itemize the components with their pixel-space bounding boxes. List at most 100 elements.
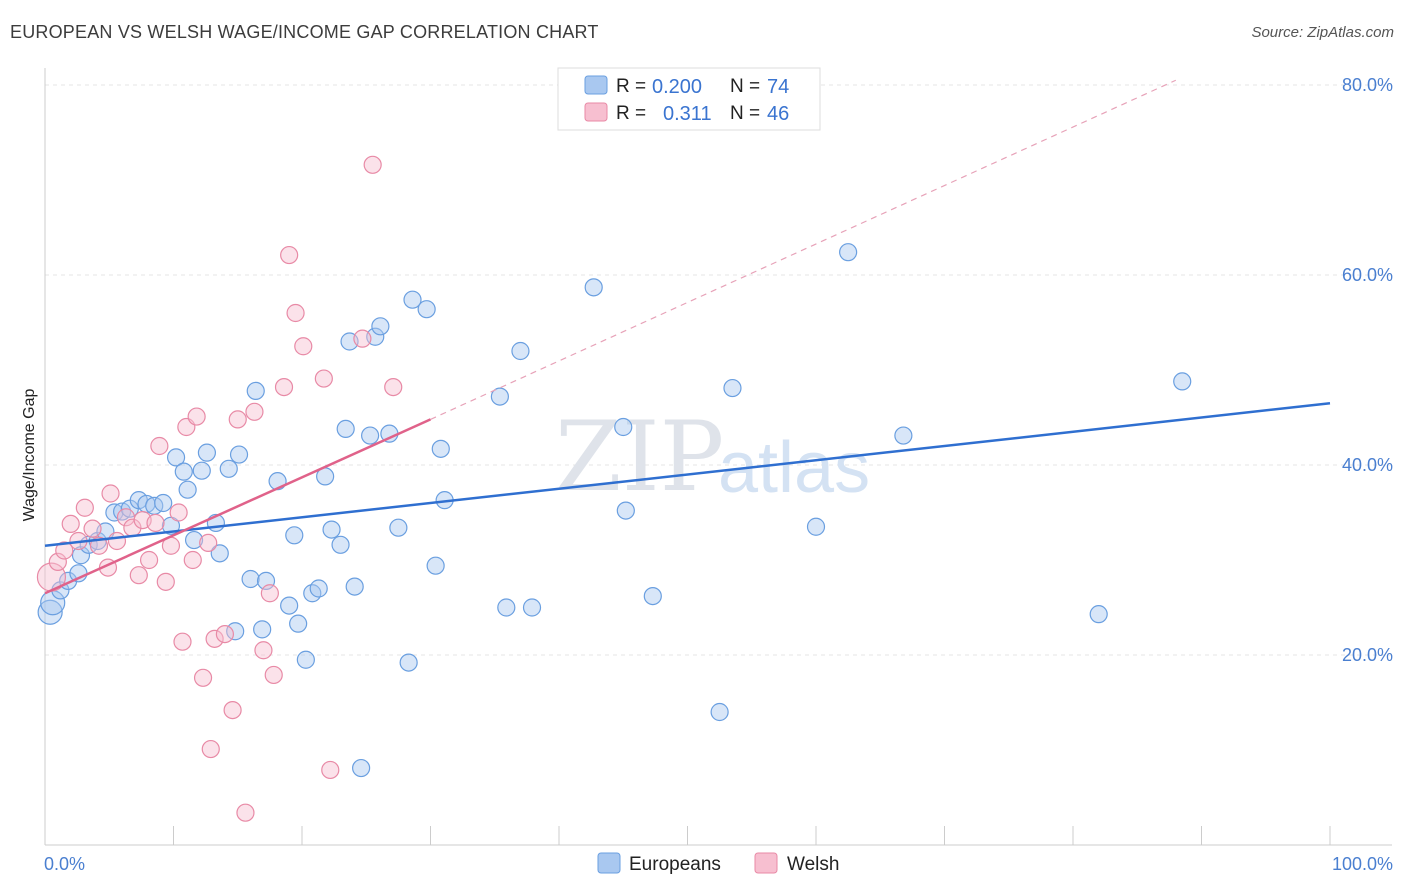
welsh-point	[169, 503, 188, 522]
europeans-point	[184, 530, 204, 550]
welsh-point	[150, 436, 169, 456]
legend-swatch-welsh	[754, 852, 778, 874]
legend-swatch-europeans	[597, 852, 621, 874]
welsh-point	[223, 700, 242, 720]
watermark: ZIP atlas	[555, 401, 870, 513]
y-tick-label: 60.0%	[1342, 265, 1393, 285]
europeans-point	[246, 381, 265, 400]
axes	[44, 68, 1392, 846]
welsh-point	[61, 514, 80, 534]
europeans-point	[226, 622, 245, 641]
europeans-point	[426, 556, 445, 575]
welsh-point	[215, 624, 234, 644]
welsh-point	[314, 369, 333, 388]
welsh-point	[89, 536, 109, 555]
europeans-trend-line	[44, 402, 1331, 547]
welsh-point	[274, 378, 294, 397]
legend-swatch-europeans	[584, 75, 608, 95]
welsh-point	[173, 632, 192, 651]
x-tick-label: 0.0%	[44, 854, 85, 874]
welsh-point	[228, 410, 247, 429]
chart-title: EUROPEAN VS WELSH WAGE/INCOME GAP CORREL…	[10, 22, 599, 42]
welsh-point	[193, 668, 213, 687]
y-tick-label: 80.0%	[1342, 75, 1393, 95]
welsh-point	[187, 407, 206, 426]
welsh-point	[183, 550, 202, 570]
welsh-point	[353, 329, 372, 348]
europeans-point	[241, 569, 260, 589]
welsh-point	[107, 531, 127, 551]
welsh-point	[280, 245, 299, 265]
europeans-point	[192, 461, 211, 480]
legend-r-value: 0.311	[663, 103, 712, 125]
europeans-point	[1173, 372, 1192, 391]
chart-source: Source: ZipAtlas.com	[1251, 24, 1394, 41]
europeans-point	[345, 577, 364, 596]
europeans-point	[210, 544, 229, 563]
x-tick-label: 100.0%	[1332, 854, 1393, 874]
welsh-points	[36, 155, 403, 822]
europeans-point	[614, 417, 633, 437]
legend-n-label: N =	[730, 76, 760, 97]
europeans-point	[522, 598, 542, 617]
europeans-point	[389, 518, 408, 537]
welsh-point	[48, 552, 67, 572]
europeans-point	[280, 596, 299, 615]
europeans-point	[289, 614, 308, 633]
legend-n-label: N =	[730, 103, 760, 124]
europeans-point	[497, 598, 516, 617]
welsh-trend-extension	[430, 79, 1177, 420]
watermark-zip: ZIP	[555, 401, 724, 513]
europeans-point	[894, 426, 913, 445]
legend-n-value: 46	[767, 103, 789, 125]
legend-r-value: 0.200	[652, 76, 702, 98]
europeans-point	[178, 480, 197, 499]
welsh-point	[236, 803, 255, 822]
welsh-point	[286, 303, 305, 323]
europeans-point	[154, 493, 173, 513]
welsh-trend-line	[44, 418, 432, 595]
europeans-points	[37, 243, 1192, 778]
europeans-point	[1089, 605, 1108, 624]
legend-label-europeans: Europeans	[629, 854, 721, 875]
europeans-point	[166, 448, 186, 467]
europeans-point	[174, 462, 193, 481]
legend-label-welsh: Welsh	[787, 854, 839, 875]
trend-lines	[44, 79, 1331, 595]
europeans-point	[710, 702, 729, 722]
welsh-point	[146, 513, 165, 533]
europeans-point	[229, 445, 249, 464]
europeans-point	[361, 426, 380, 445]
welsh-point	[321, 760, 340, 780]
europeans-point	[296, 650, 315, 669]
europeans-point	[352, 758, 371, 778]
welsh-point	[264, 665, 283, 685]
welsh-point	[245, 402, 264, 421]
welsh-point	[156, 572, 175, 591]
europeans-point	[643, 586, 662, 606]
europeans-point	[331, 535, 350, 554]
welsh-point	[129, 566, 148, 585]
tick-labels: 20.0% 40.0% 60.0% 80.0% 0.0% 100.0%	[44, 75, 1393, 874]
legend-top: R = 0.200 N = 74 R = 0.311 N = 46	[557, 67, 821, 131]
legend-r-label: R =	[616, 103, 646, 124]
welsh-point	[55, 541, 74, 560]
welsh-point	[260, 584, 279, 603]
europeans-point	[197, 443, 217, 462]
europeans-point	[616, 501, 635, 520]
legend-bottom: Europeans Welsh	[597, 852, 839, 875]
y-tick-label: 40.0%	[1342, 455, 1393, 475]
welsh-point	[384, 378, 403, 397]
europeans-point	[839, 243, 858, 262]
legend-r-label: R =	[616, 76, 646, 97]
europeans-point	[336, 419, 355, 438]
y-axis-title: Wage/Income Gap	[21, 389, 38, 522]
europeans-point	[806, 517, 826, 536]
europeans-point	[584, 278, 603, 297]
europeans-point	[309, 579, 328, 598]
europeans-point	[490, 387, 509, 406]
welsh-point	[201, 739, 220, 759]
europeans-point	[399, 653, 418, 672]
welsh-point	[139, 550, 159, 570]
